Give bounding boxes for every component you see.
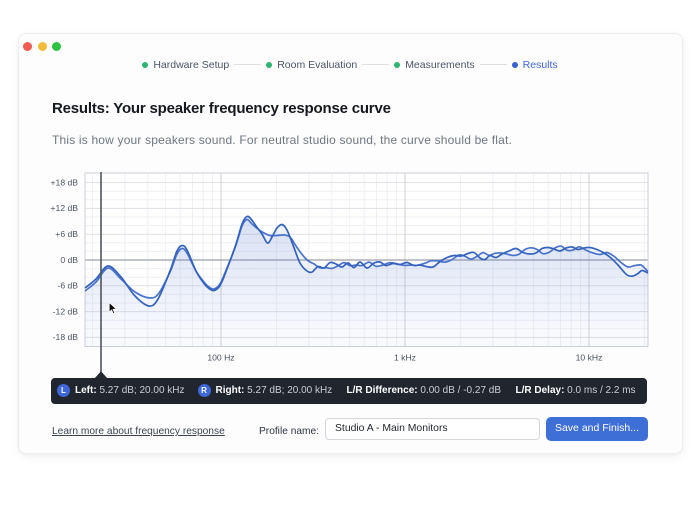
svg-text:+18 dB: +18 dB	[51, 177, 79, 187]
svg-text:-6 dB: -6 dB	[57, 281, 78, 291]
svg-text:10 kHz: 10 kHz	[576, 353, 603, 363]
svg-text:-18 dB: -18 dB	[53, 332, 79, 342]
svg-text:+6 dB: +6 dB	[55, 229, 78, 239]
svg-text:0 dB: 0 dB	[60, 255, 78, 265]
svg-text:-12 dB: -12 dB	[53, 306, 79, 316]
svg-text:100 Hz: 100 Hz	[207, 353, 234, 363]
svg-text:+12 dB: +12 dB	[51, 203, 79, 213]
svg-text:1 kHz: 1 kHz	[394, 353, 416, 363]
